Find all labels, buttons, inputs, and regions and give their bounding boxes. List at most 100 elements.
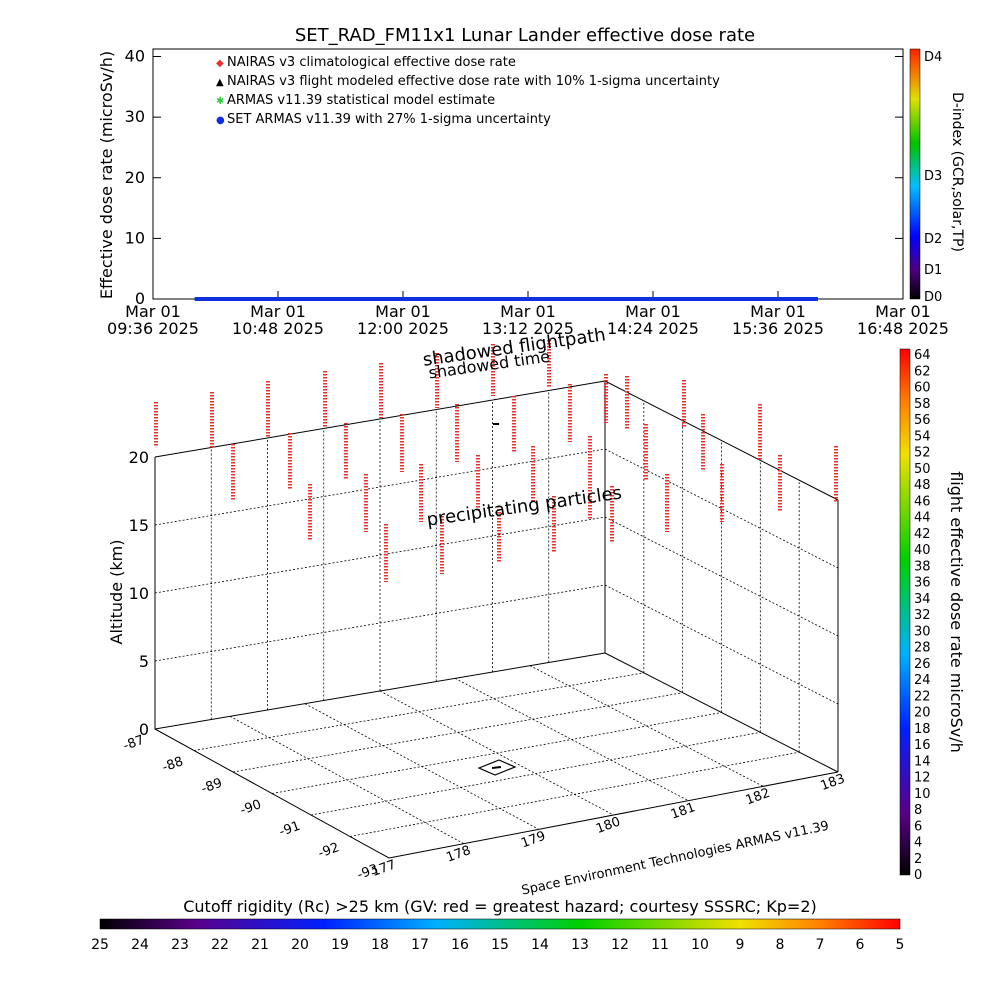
credit-text: Space Environment Technologies ARMAS v11… (520, 819, 830, 899)
axis-edge (604, 380, 839, 501)
x-tick-time: 16:48 2025 (857, 319, 949, 338)
z-tick-label: 20 (129, 448, 149, 467)
axis-edge (154, 380, 606, 458)
lat-tick-label: -93 (355, 862, 380, 883)
dindex-tick-label: D2 (924, 232, 942, 247)
dose-rate-tick-label: 14 (914, 754, 931, 769)
y-tick-label: 0 (135, 289, 145, 308)
dindex-tick-label: D4 (924, 50, 942, 65)
cutoff-tick-label: 15 (491, 937, 509, 953)
grid-line (304, 703, 539, 830)
cutoff-tick-label: 24 (131, 937, 149, 953)
dose-rate-tick-label: 6 (914, 819, 922, 834)
x-tick-date: Mar 01 (500, 302, 556, 321)
dose-rate-tick-label: 0 (914, 868, 922, 883)
chart-title: SET_RAD_FM11x1 Lunar Lander effective do… (295, 25, 755, 46)
z-tick-label: 5 (139, 652, 149, 671)
legend-label: ARMAS v11.39 statistical model estimate (227, 93, 495, 108)
dose-rate-tick-label: 24 (914, 673, 931, 688)
dose-rate-tick-label: 10 (914, 787, 931, 802)
dose-rate-tick-label: 44 (914, 511, 931, 526)
x-tick-time: 12:00 2025 (357, 319, 449, 338)
legend-label: SET ARMAS v11.39 with 27% 1-sigma uncert… (227, 112, 551, 127)
dose-rate-tick-label: 46 (914, 494, 931, 509)
cutoff-tick-label: 6 (856, 937, 865, 953)
cutoff-tick-label: 22 (211, 937, 229, 953)
dose-rate-tick-label: 62 (914, 364, 931, 379)
cutoff-rigidity-label: Cutoff rigidity (Rc) >25 km (GV: red = g… (183, 897, 817, 916)
cutoff-tick-label: 7 (816, 937, 825, 953)
cutoff-tick-label: 17 (411, 937, 429, 953)
dose-rate-tick-label: 58 (914, 397, 931, 412)
x-tick-time: 10:48 2025 (232, 319, 324, 338)
x-tick-date: Mar 01 (625, 302, 681, 321)
axis-edge (154, 652, 606, 730)
dose-rate-colorbar-label: flight effective dose rate microSv/h (947, 471, 966, 753)
dose-rate-tick-label: 30 (914, 624, 931, 639)
top-y-axis-label: Effective dose rate (microSv/h) (97, 51, 116, 299)
lat-tick-label: -87 (121, 733, 146, 754)
x-tick-date: Mar 01 (375, 302, 431, 321)
dose-rate-tick-label: 26 (914, 657, 931, 672)
x-tick-time: 09:36 2025 (107, 319, 199, 338)
x-tick-date: Mar 01 (250, 302, 306, 321)
lat-tick-label: -90 (238, 797, 263, 818)
axis-edge (388, 771, 839, 859)
cutoff-tick-label: 18 (371, 937, 389, 953)
lon-tick-label: 177 (370, 857, 398, 880)
dose-rate-tick-label: 18 (914, 722, 931, 737)
cutoff-tick-label: 19 (331, 937, 349, 953)
dose-rate-tick-label: 8 (914, 803, 922, 818)
dose-rate-tick-label: 50 (914, 462, 931, 477)
legend-symbol: ◆ (216, 58, 224, 69)
cutoff-tick-label: 20 (291, 937, 309, 953)
dose-rate-colorbar-ticks: 0246810121416182022242628303234363840424… (914, 348, 931, 883)
dose-rate-tick-label: 56 (914, 413, 931, 428)
dose-rate-colorbar (899, 348, 911, 876)
legend-label: NAIRAS v3 flight modeled effective dose … (227, 74, 720, 89)
z-axis-label: Altitude (km) (107, 540, 126, 645)
dose-rate-tick-label: 60 (914, 381, 931, 396)
lat-tick-label: -92 (316, 840, 341, 861)
z-tick-label: 10 (129, 584, 149, 603)
x-tick-date: Mar 01 (750, 302, 806, 321)
cutoff-rigidity-ticks: 25 24 23 22 21 20 19 18 17 16 15 14 13 12 11 10 9 8 7 6 5 (91, 937, 904, 953)
dose-rate-tick-label: 52 (914, 446, 931, 461)
cutoff-tick-label: 12 (611, 937, 629, 953)
dindex-label: D-index (GCR,solar,TP) (949, 92, 965, 252)
cutoff-tick-label: 9 (736, 937, 745, 953)
lat-tick-label: -91 (277, 819, 302, 840)
legend-symbol: ▲ (216, 77, 224, 88)
dindex-tick-label: D3 (924, 169, 942, 184)
y-tick-label: 10 (125, 228, 145, 247)
dose-rate-tick-label: 12 (914, 771, 931, 786)
flight-position-marker (477, 759, 517, 776)
axis-edge (604, 652, 839, 773)
dose-rate-tick-label: 42 (914, 527, 931, 542)
cutoff-tick-label: 11 (651, 937, 669, 953)
precipitating-particle-columns (154, 340, 838, 582)
dose-rate-tick-label: 16 (914, 738, 931, 753)
x-tick-time: 15:36 2025 (732, 319, 824, 338)
lat-tick-label: -88 (160, 754, 185, 775)
x-tick-date: Mar 01 (125, 302, 181, 321)
cutoff-tick-label: 13 (571, 937, 589, 953)
dindex-ticks: D0 D1 D2 D3 D4 (924, 50, 942, 305)
dose-rate-tick-label: 64 (914, 348, 931, 363)
dindex-tick-label: D1 (924, 263, 942, 278)
y-tick-label: 30 (125, 107, 145, 126)
annotation-precipitating-particles: precipitating particles (425, 482, 623, 530)
dose-rate-tick-label: 40 (914, 543, 931, 558)
y-tick-label: 40 (125, 47, 145, 66)
axis-edge (154, 728, 390, 859)
dose-rate-tick-label: 20 (914, 706, 931, 721)
legend-label: NAIRAS v3 climatological effective dose … (227, 55, 516, 70)
grid-line (229, 715, 465, 845)
dose-rate-tick-label: 48 (914, 478, 931, 493)
dose-rate-tick-label: 4 (914, 836, 922, 851)
grid-line (379, 690, 614, 816)
z-tick-label: 0 (139, 720, 149, 739)
legend-symbol: ✱ (216, 96, 224, 107)
dose-rate-tick-label: 38 (914, 559, 931, 574)
